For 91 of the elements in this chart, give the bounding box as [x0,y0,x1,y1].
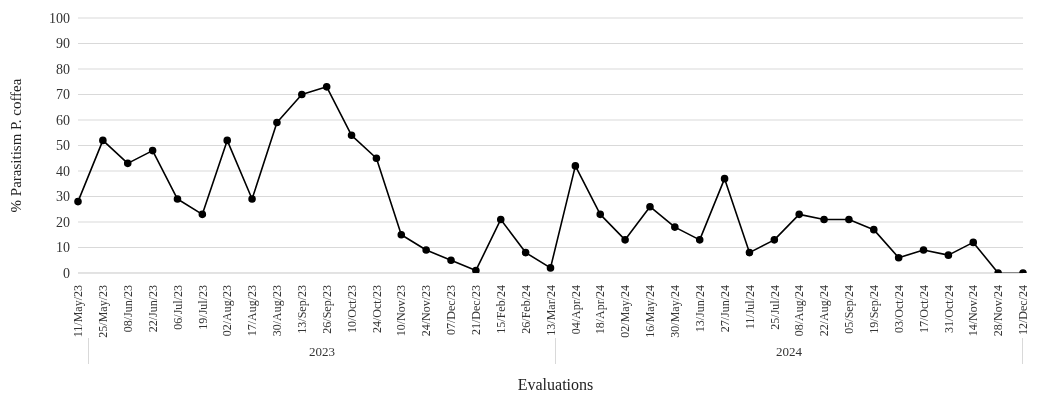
point [322,83,331,91]
x-tick-label: 06/Jul/23 [170,285,185,330]
x-tick-label: 30/Aug/23 [270,285,285,337]
x-tick-label: 05/Sep/24 [842,285,857,334]
point [223,136,232,145]
point [123,159,132,168]
x-tick-label: 04/Apr/24 [568,285,583,335]
x-tick-label: 11/May/23 [71,285,86,338]
y-tick-label: 80 [56,61,70,77]
y-tick-label: 70 [56,87,70,103]
point [745,248,754,257]
point [770,236,779,244]
x-tick-label: 25/Jul/24 [767,285,782,330]
x-tick-label: 03/Oct/24 [891,285,906,333]
x-tick-label: 22/Jun/23 [145,285,160,333]
y-tick-label: 90 [56,36,70,52]
point [372,154,381,163]
point [422,246,430,254]
x-tick-label: 25/May/23 [96,285,111,338]
x-tick-label: 26/Sep/23 [319,285,334,334]
point [472,266,480,273]
x-tick-label: 07/Dec/23 [444,285,459,335]
x-axis-title: Evaluations [516,376,595,394]
x-tick-label: 10/Oct/23 [344,285,359,333]
point [869,225,878,234]
y-axis-title: % Parasitism P. coffea [8,78,25,213]
y-tick-label: 10 [56,240,70,256]
point [99,136,107,145]
x-tick-label: 21/Dec/23 [469,285,484,335]
y-tick-label: 0 [63,265,70,281]
y-tick-label: 30 [56,189,70,205]
x-tick-label: 13/Mar/24 [543,285,558,336]
x-tick-label: 02/May/24 [618,285,633,338]
point [74,197,82,206]
x-tick-label: 24/Nov/23 [419,285,434,337]
y-tick-label: 40 [56,163,70,179]
point [298,90,306,99]
x-tick-label: 12/Dec/24 [1016,285,1031,335]
x-tick-label: 10/Nov/23 [394,285,409,337]
x-tick-label: 08/Jun/23 [120,285,135,333]
x-tick-label: 17/Oct/24 [916,285,931,333]
x-tick-label: 16/May/24 [643,285,658,338]
point [621,236,629,244]
y-tick-label: 50 [56,138,70,154]
x-tick-label: 15/Feb/24 [493,285,508,334]
point [273,118,281,127]
point [720,174,729,183]
point [845,215,853,224]
point [148,146,157,155]
point [646,202,654,211]
y-tick-label: 60 [56,112,70,128]
point [571,162,580,170]
x-tick-label: 13/Jun/24 [692,285,707,333]
point [671,223,679,231]
point [521,248,530,257]
point [894,253,903,262]
point [795,210,803,219]
x-tick-label: 11/Jul/24 [742,285,757,330]
x-tick-label: 08/Aug/24 [792,285,807,337]
point [919,246,928,254]
x-tick-label: 30/May/24 [668,285,683,338]
point [820,215,828,224]
x-tick-label: 17/Aug/23 [245,285,260,337]
x-tick-label: 27/Jun/24 [717,285,732,333]
y-tick-label: 100 [49,10,70,26]
text: 2024 [555,338,1023,364]
x-tick-label: 14/Nov/24 [966,285,981,337]
point [546,264,555,272]
text: 2023 [88,338,555,364]
x-tick-label: 19/Jul/23 [195,285,210,330]
x-tick-label: 31/Oct/24 [941,285,956,333]
x-tick-label: 28/Nov/24 [991,285,1006,337]
point [596,210,605,219]
x-tick-label: 02/Aug/23 [220,285,235,337]
x-tick-label: 24/Oct/23 [369,285,384,333]
point [944,251,953,259]
x-tick-label: 22/Aug/24 [817,285,832,337]
y-tick-label: 20 [56,214,70,230]
point [397,230,406,239]
point [496,215,505,224]
point [347,131,356,140]
point [969,238,978,247]
point [198,210,207,219]
point [248,195,256,203]
point [447,256,455,265]
point [173,195,182,203]
x-tick-label: 13/Sep/23 [295,285,310,334]
x-tick-label: 18/Apr/24 [593,285,608,335]
x-tick-label: 19/Sep/24 [866,285,881,334]
point [695,236,704,244]
x-tick-label: 26/Feb/24 [518,285,533,334]
